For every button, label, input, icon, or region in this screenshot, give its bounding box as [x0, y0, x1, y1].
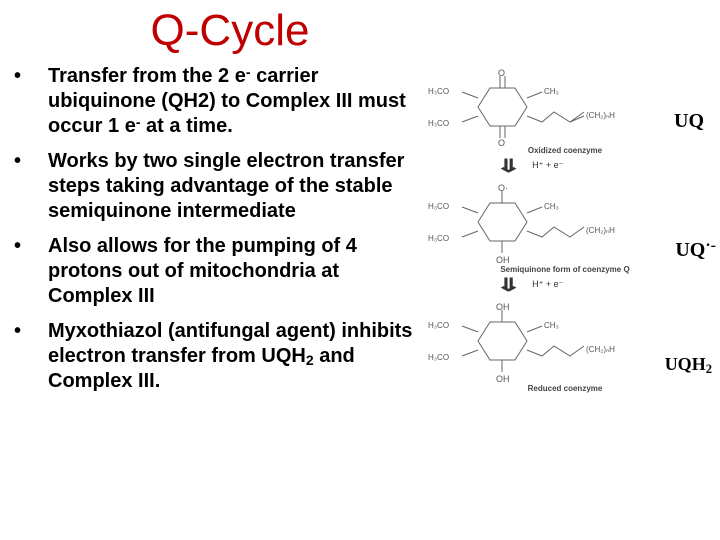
- svg-text:OH: OH: [496, 302, 510, 312]
- label-uq-semi: UQ·-: [675, 239, 716, 262]
- svg-text:H₃CO: H₃CO: [428, 119, 449, 128]
- label-uq: UQ: [674, 110, 704, 133]
- molecule-icon: O· OH H₃CO H₃CO CH₃ (CH₂)ₙH: [420, 179, 650, 265]
- list-item: • Also allows for the pumping of 4 proto…: [14, 234, 414, 309]
- reaction-arrow: ⇓ H⁺ + e⁻: [420, 278, 630, 294]
- svg-text:H₃CO: H₃CO: [428, 321, 449, 330]
- bullet-dot: •: [14, 64, 48, 139]
- svg-text:(CH₂)ₙH: (CH₂)ₙH: [586, 345, 615, 354]
- chem-caption: Oxidized coenzyme: [420, 146, 710, 155]
- chem-caption: Semiquinone form of coenzyme Q: [420, 265, 710, 274]
- bullet-list: • Transfer from the 2 e- carrier ubiquin…: [0, 64, 420, 404]
- bullet-text: Transfer from the 2 e- carrier ubiquinon…: [48, 64, 414, 139]
- bullet-dot: •: [14, 149, 48, 224]
- chem-caption: Reduced coenzyme: [420, 384, 710, 393]
- list-item: • Transfer from the 2 e- carrier ubiquin…: [14, 64, 414, 139]
- svg-text:H₃CO: H₃CO: [428, 234, 449, 243]
- bullet-dot: •: [14, 234, 48, 309]
- list-item: • Myxothiazol (antifungal agent) inhibit…: [14, 319, 414, 394]
- svg-text:OH: OH: [496, 255, 510, 265]
- svg-text:H₃CO: H₃CO: [428, 353, 449, 362]
- svg-text:(CH₂)ₙH: (CH₂)ₙH: [586, 111, 615, 120]
- bullet-dot: •: [14, 319, 48, 394]
- molecule-icon: OH OH H₃CO H₃CO CH₃ (CH₂)ₙH: [420, 298, 650, 384]
- svg-text:OH: OH: [496, 374, 510, 384]
- svg-text:CH₃: CH₃: [544, 321, 559, 330]
- chem-semiquinone: O· OH H₃CO H₃CO CH₃ (CH₂)ₙH Semiquinone: [420, 179, 710, 274]
- svg-text:CH₃: CH₃: [544, 87, 559, 96]
- molecule-icon: O O H₃CO H₃CO CH₃ (CH₂)ₙH: [420, 68, 650, 146]
- page-title: Q-Cycle: [20, 0, 440, 64]
- chem-reduced: OH OH H₃CO H₃CO CH₃ (CH₂)ₙH Reduced coen: [420, 298, 710, 393]
- list-item: • Works by two single electron transfer …: [14, 149, 414, 224]
- svg-text:H₃CO: H₃CO: [428, 87, 449, 96]
- svg-text:(CH₂)ₙH: (CH₂)ₙH: [586, 226, 615, 235]
- bullet-text: Also allows for the pumping of 4 protons…: [48, 234, 414, 309]
- chem-oxidized: O O H₃CO H₃CO CH₃ (CH₂)ₙH: [420, 68, 710, 155]
- svg-text:CH₃: CH₃: [544, 202, 559, 211]
- reaction-arrow: ⇓ H⁺ + e⁻: [420, 159, 630, 175]
- svg-text:O: O: [498, 138, 505, 146]
- bullet-text: Myxothiazol (antifungal agent) inhibits …: [48, 319, 414, 394]
- svg-text:O·: O·: [498, 183, 508, 193]
- label-uqh2: UQH2: [665, 354, 712, 375]
- svg-text:H₃CO: H₃CO: [428, 202, 449, 211]
- bullet-text: Works by two single electron transfer st…: [48, 149, 414, 224]
- content: • Transfer from the 2 e- carrier ubiquin…: [0, 64, 720, 404]
- svg-text:O: O: [498, 68, 505, 78]
- figure-column: O O H₃CO H₃CO CH₃ (CH₂)ₙH: [420, 64, 710, 404]
